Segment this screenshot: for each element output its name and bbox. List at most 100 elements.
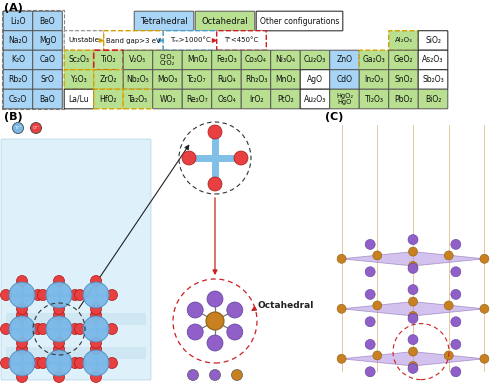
Circle shape (408, 362, 418, 370)
Text: V₂O₅: V₂O₅ (130, 56, 146, 64)
Circle shape (187, 324, 203, 340)
Circle shape (408, 264, 418, 273)
Circle shape (54, 337, 64, 349)
Text: MoO₃: MoO₃ (158, 75, 178, 84)
Text: Rb₂O: Rb₂O (8, 75, 28, 84)
Circle shape (227, 302, 243, 318)
Circle shape (38, 324, 48, 334)
Bar (2, 10, 64, 109)
Text: BeO: BeO (40, 16, 56, 26)
Text: BiO₂: BiO₂ (425, 95, 441, 103)
FancyBboxPatch shape (359, 70, 389, 89)
Circle shape (9, 350, 35, 376)
Circle shape (451, 239, 461, 249)
Text: Tc₂O₇: Tc₂O₇ (187, 75, 207, 84)
Circle shape (337, 254, 346, 263)
FancyBboxPatch shape (388, 31, 418, 50)
Text: La/Lu: La/Lu (68, 95, 89, 103)
Circle shape (337, 304, 346, 313)
Circle shape (234, 151, 248, 165)
Text: Other configurations: Other configurations (260, 16, 339, 26)
FancyBboxPatch shape (182, 70, 212, 89)
Text: Li₂O: Li₂O (10, 16, 26, 26)
FancyBboxPatch shape (182, 50, 212, 70)
Text: (A): (A) (4, 3, 23, 13)
Text: Al₂O₃: Al₂O₃ (394, 38, 412, 44)
Circle shape (16, 344, 28, 355)
FancyBboxPatch shape (64, 70, 94, 89)
Circle shape (480, 354, 489, 363)
Circle shape (0, 357, 12, 368)
Circle shape (365, 290, 375, 300)
Circle shape (365, 267, 375, 277)
Circle shape (210, 370, 220, 380)
Text: CdO: CdO (336, 75, 352, 84)
FancyBboxPatch shape (3, 70, 33, 89)
Circle shape (16, 309, 28, 321)
Text: SnO₂: SnO₂ (394, 75, 413, 84)
Text: OsO₄: OsO₄ (217, 95, 236, 103)
Circle shape (70, 357, 80, 368)
Circle shape (182, 151, 196, 165)
FancyBboxPatch shape (300, 50, 330, 70)
Text: GeO₂: GeO₂ (394, 56, 413, 64)
Circle shape (451, 367, 461, 377)
Text: Ti⁴⁺: Ti⁴⁺ (14, 126, 22, 130)
Circle shape (451, 317, 461, 327)
Text: AgO: AgO (307, 75, 323, 84)
Text: In₂O₃: In₂O₃ (364, 75, 384, 84)
Text: Cu₂O₃: Cu₂O₃ (304, 56, 326, 64)
FancyBboxPatch shape (94, 70, 124, 89)
Circle shape (70, 290, 80, 301)
Text: BaO: BaO (40, 95, 56, 103)
FancyBboxPatch shape (195, 11, 255, 31)
Circle shape (46, 282, 72, 308)
FancyBboxPatch shape (241, 89, 271, 109)
Text: (B): (B) (4, 112, 22, 122)
Circle shape (365, 367, 375, 377)
FancyBboxPatch shape (64, 89, 94, 109)
Text: Re₂O₇: Re₂O₇ (186, 95, 208, 103)
Circle shape (32, 324, 44, 334)
Text: CaO: CaO (40, 56, 56, 64)
Text: Na₂O: Na₂O (8, 36, 28, 45)
FancyBboxPatch shape (256, 11, 343, 31)
Text: Sb₂O₃: Sb₂O₃ (422, 75, 444, 84)
FancyBboxPatch shape (3, 31, 33, 50)
Text: As₂O₃: As₂O₃ (422, 56, 444, 64)
FancyBboxPatch shape (241, 70, 271, 89)
FancyBboxPatch shape (152, 70, 182, 89)
Circle shape (54, 275, 64, 286)
Circle shape (408, 313, 418, 323)
FancyBboxPatch shape (32, 11, 62, 31)
FancyBboxPatch shape (152, 89, 182, 109)
Circle shape (38, 290, 48, 301)
FancyBboxPatch shape (94, 50, 124, 70)
Circle shape (188, 370, 198, 380)
FancyBboxPatch shape (32, 70, 62, 89)
Circle shape (16, 303, 28, 314)
Text: HfO₂: HfO₂ (100, 95, 117, 103)
Text: MnO₃: MnO₃ (275, 75, 296, 84)
Text: MgO: MgO (39, 36, 56, 45)
FancyBboxPatch shape (270, 70, 300, 89)
Circle shape (208, 177, 222, 191)
FancyBboxPatch shape (123, 50, 153, 70)
FancyBboxPatch shape (212, 89, 242, 109)
Circle shape (16, 337, 28, 349)
Circle shape (408, 262, 418, 270)
FancyBboxPatch shape (104, 31, 164, 50)
Text: Ga₂O₃: Ga₂O₃ (362, 56, 386, 64)
Text: Fe₂O₃: Fe₂O₃ (216, 56, 237, 64)
Circle shape (32, 290, 44, 301)
Circle shape (206, 312, 224, 330)
Circle shape (46, 350, 72, 376)
Circle shape (90, 337, 102, 349)
Circle shape (408, 247, 418, 256)
FancyBboxPatch shape (1, 139, 151, 380)
Circle shape (232, 370, 242, 380)
Text: Sc₂O₃: Sc₂O₃ (68, 56, 89, 64)
Text: WO₃: WO₃ (159, 95, 176, 103)
Circle shape (451, 267, 461, 277)
Polygon shape (342, 301, 484, 316)
